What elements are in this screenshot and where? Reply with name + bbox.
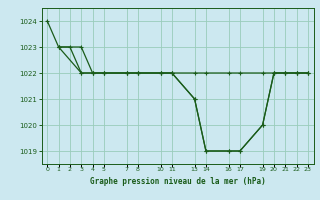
X-axis label: Graphe pression niveau de la mer (hPa): Graphe pression niveau de la mer (hPa)	[90, 177, 266, 186]
